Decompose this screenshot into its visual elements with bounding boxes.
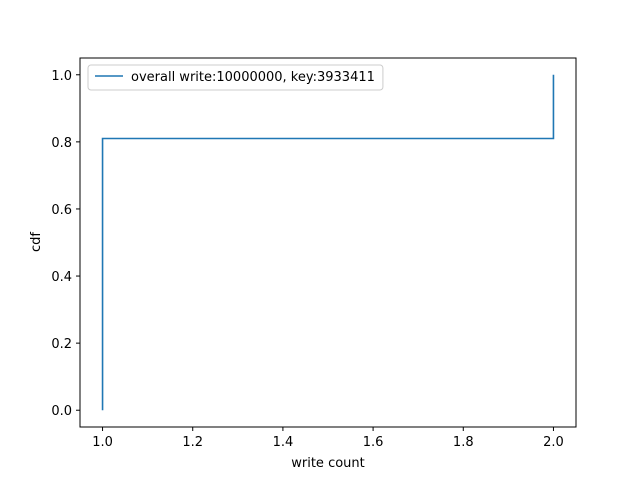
series-line-0 [101, 74, 555, 411]
legend: overall write:10000000, key:3933411 [87, 64, 384, 91]
y-tick-label: 0.2 [51, 337, 72, 352]
legend-box [87, 64, 384, 91]
x-axis-ticks: 1.0 1.2 1.4 1.6 1.8 2.0 [92, 427, 564, 450]
y-axis-label: cdf [29, 232, 44, 252]
x-tick-label: 2.0 [543, 435, 564, 450]
x-tick-label: 1.6 [363, 435, 384, 450]
legend-label-0: overall write:10000000, key:3933411 [131, 70, 375, 85]
x-tick-label: 1.2 [182, 435, 203, 450]
series-layer [101, 74, 555, 411]
y-tick-label: 0.4 [51, 270, 72, 285]
x-tick-label: 1.4 [273, 435, 294, 450]
y-tick-label: 0.8 [51, 136, 72, 151]
y-axis-ticks: 0.0 0.2 0.4 0.6 0.8 1.0 [51, 69, 80, 419]
y-tick-label: 0.6 [51, 203, 72, 218]
y-tick-label: 1.0 [51, 69, 72, 84]
plot-frame [79, 57, 577, 428]
x-tick-label: 1.8 [453, 435, 474, 450]
y-tick-label: 0.0 [51, 404, 72, 419]
x-axis-label: write count [291, 456, 365, 471]
x-tick-label: 1.0 [92, 435, 113, 450]
